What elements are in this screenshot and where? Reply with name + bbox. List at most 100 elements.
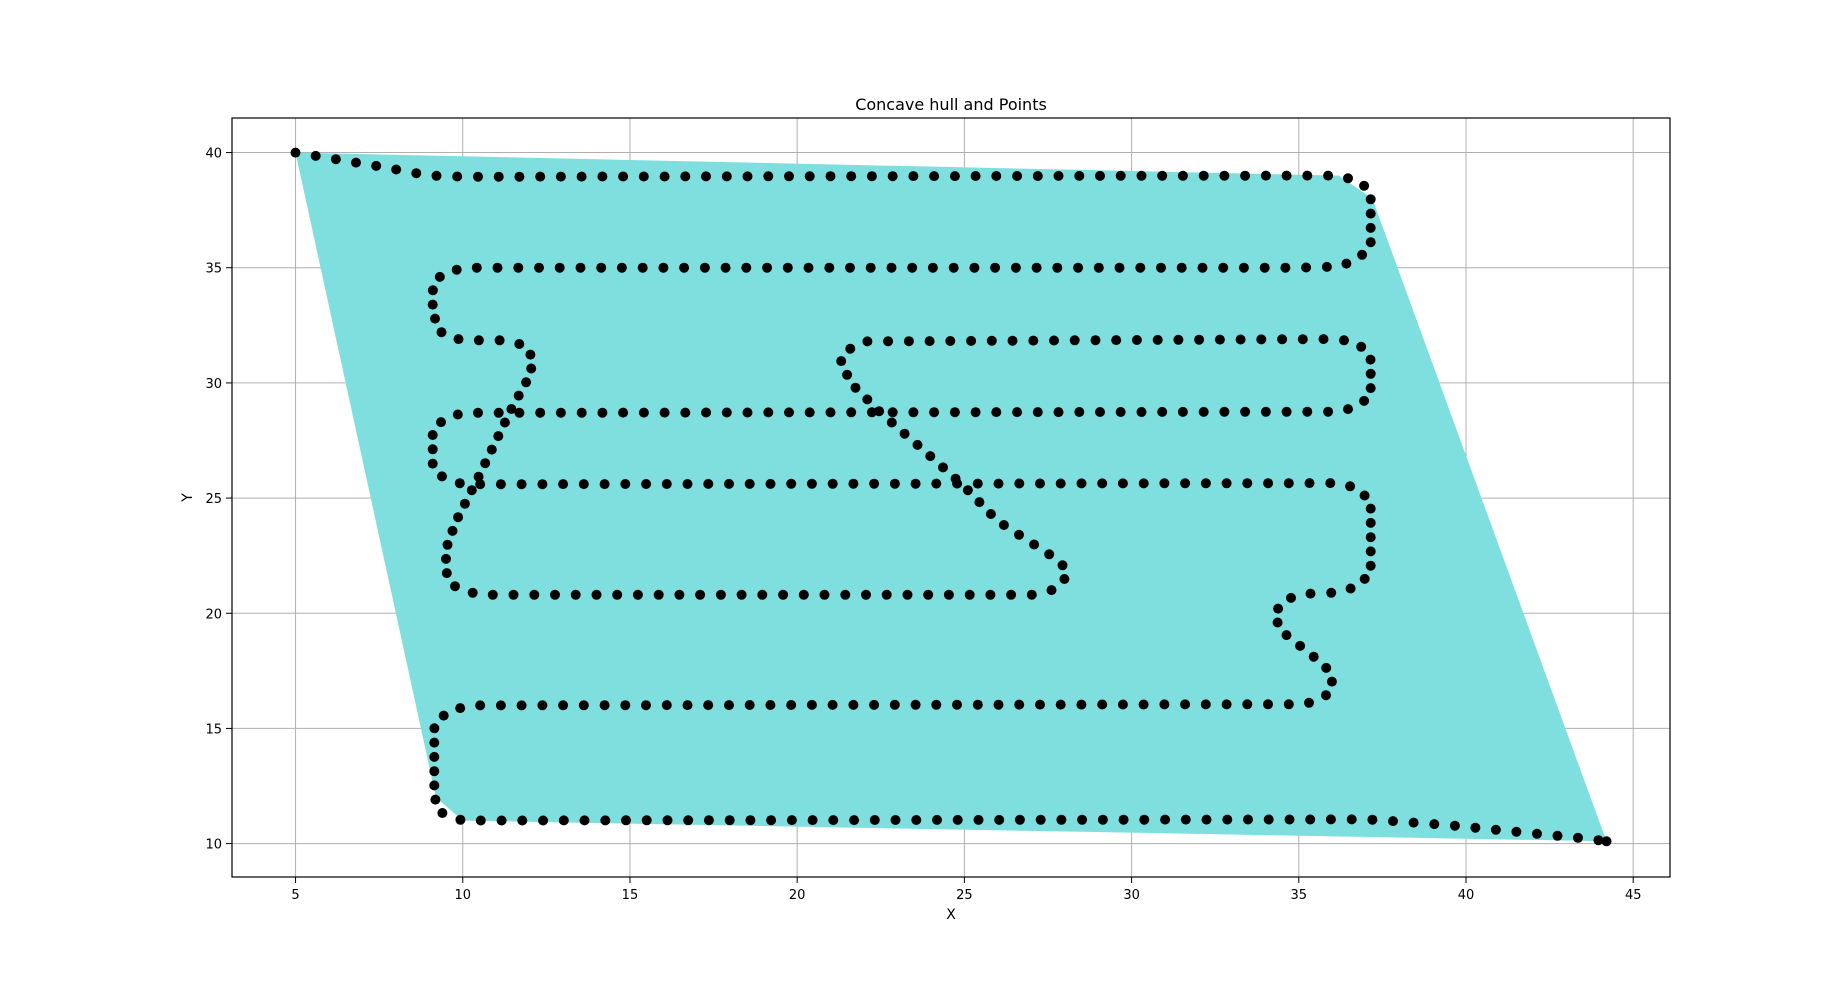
data-point <box>1359 573 1370 584</box>
data-point <box>452 171 463 182</box>
data-point <box>1139 814 1150 825</box>
data-point <box>1345 583 1356 594</box>
data-point <box>1552 830 1563 841</box>
data-point <box>966 335 977 346</box>
data-point <box>637 262 648 273</box>
data-point <box>1032 407 1043 418</box>
data-point <box>786 815 797 826</box>
data-point <box>436 417 446 428</box>
data-point <box>371 160 382 171</box>
data-point <box>736 589 747 600</box>
data-point <box>1238 262 1249 273</box>
data-point <box>765 478 776 489</box>
data-point <box>1026 589 1037 600</box>
data-point <box>861 589 871 600</box>
data-point <box>1346 814 1357 825</box>
data-point <box>659 407 670 418</box>
data-point <box>579 815 590 826</box>
data-point <box>929 407 940 418</box>
data-point <box>1052 262 1063 273</box>
data-point <box>638 171 649 182</box>
data-point <box>969 262 980 273</box>
data-point <box>1429 819 1440 830</box>
data-point <box>1006 589 1017 600</box>
data-point <box>436 327 447 338</box>
data-point <box>1235 334 1246 345</box>
data-point <box>1341 258 1352 269</box>
data-point <box>516 700 527 711</box>
data-point <box>925 451 936 462</box>
data-point <box>330 154 341 165</box>
x-tick-label: 35 <box>1291 888 1308 903</box>
data-point <box>887 407 898 418</box>
data-point <box>1388 816 1398 827</box>
data-point <box>618 407 629 418</box>
data-point <box>1321 261 1332 272</box>
data-point <box>430 794 441 805</box>
data-point <box>437 471 447 482</box>
data-point <box>970 171 981 181</box>
data-point <box>1365 354 1376 365</box>
data-point <box>1160 814 1171 825</box>
data-point <box>447 525 458 536</box>
data-point <box>1221 699 1232 710</box>
data-point <box>836 356 847 367</box>
data-point <box>887 171 898 182</box>
data-point <box>599 479 610 490</box>
data-point <box>1200 699 1211 710</box>
data-point <box>659 171 670 182</box>
data-point <box>1014 699 1025 710</box>
data-point <box>1035 699 1045 710</box>
data-point <box>641 479 652 489</box>
data-point <box>1326 676 1337 687</box>
data-point <box>1076 478 1087 489</box>
data-point <box>538 815 549 826</box>
data-point <box>493 171 504 182</box>
data-point <box>513 390 524 401</box>
x-tick-label: 25 <box>956 888 973 903</box>
data-point <box>703 478 714 489</box>
data-point <box>1281 630 1292 641</box>
data-point <box>1055 699 1066 710</box>
data-point <box>985 509 996 519</box>
data-point <box>1242 699 1253 710</box>
data-point <box>1304 478 1315 489</box>
data-point <box>1365 532 1376 543</box>
data-point <box>931 478 942 489</box>
data-point <box>721 407 732 418</box>
y-tick-label: 30 <box>205 377 222 392</box>
data-point <box>932 814 942 825</box>
data-point <box>1305 814 1316 825</box>
data-point <box>1177 170 1188 181</box>
data-point <box>473 335 484 346</box>
data-point <box>641 700 651 711</box>
data-point <box>514 171 525 182</box>
y-tick-label: 35 <box>205 262 222 277</box>
data-point <box>680 407 691 418</box>
data-point <box>744 700 755 710</box>
data-point <box>1304 697 1314 708</box>
data-point <box>1138 699 1149 710</box>
data-point <box>1053 407 1064 418</box>
data-point <box>1156 262 1166 273</box>
data-point <box>1281 170 1292 181</box>
data-point <box>1302 170 1313 181</box>
data-point <box>744 478 755 489</box>
data-point <box>620 479 631 489</box>
data-point <box>429 751 440 762</box>
data-point <box>786 700 797 710</box>
data-point <box>1240 170 1251 181</box>
data-point <box>451 264 462 275</box>
data-point <box>475 700 486 711</box>
data-point <box>411 168 422 179</box>
data-point <box>1095 170 1105 181</box>
data-point <box>521 377 532 388</box>
data-point <box>1159 699 1170 710</box>
data-point <box>1012 171 1023 181</box>
data-point <box>970 407 981 418</box>
data-point <box>437 808 448 818</box>
x-tick-label: 45 <box>1625 888 1642 903</box>
data-point <box>948 262 959 273</box>
data-point <box>1356 341 1367 352</box>
data-point <box>952 699 962 710</box>
